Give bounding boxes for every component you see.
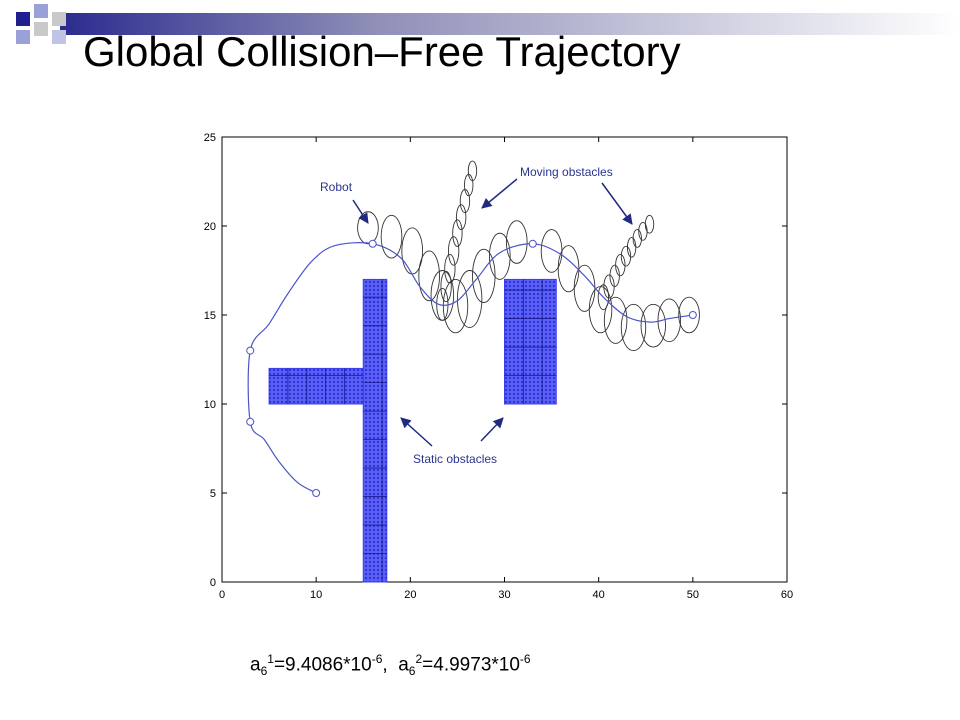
arrow-static-obstacle-left [400, 417, 433, 447]
static-obstacles [268, 278, 557, 583]
waypoint-marker [246, 346, 255, 355]
header-square-light [16, 30, 30, 44]
moving-obstacle-ellipse [440, 270, 452, 303]
slide-header-decoration [16, 4, 960, 44]
robot-ellipse [380, 214, 403, 259]
moving-obstacle-ellipse [620, 246, 632, 267]
formula-a2-sub: 6 [408, 664, 416, 679]
y-tick-label: 20 [204, 221, 216, 233]
x-tick-label: 20 [404, 589, 416, 601]
y-tick-label: 0 [210, 577, 216, 589]
robot-ellipse [472, 248, 496, 303]
y-tick-label: 10 [204, 399, 216, 411]
moving-obstacle-ellipse [644, 214, 655, 234]
waypoint-marker [246, 417, 255, 426]
formula-a1-exp: -6 [371, 652, 383, 666]
moving-obstacle-ellipse [448, 236, 460, 266]
x-tick-label: 60 [781, 589, 793, 601]
formula-a1-sup: 1 [267, 652, 274, 666]
moving-obstacle-ellipse [436, 287, 449, 321]
label-static-obstacles: Static obstacles [413, 452, 497, 466]
arrow-moving-obstacle-a [481, 178, 518, 209]
robot-ellipse [640, 303, 666, 348]
header-square-dark [16, 12, 30, 26]
header-gradient-band [60, 13, 960, 35]
formula-a1-value: =9.4086*10 [273, 654, 372, 676]
header-square-gray [52, 12, 66, 26]
header-square-gray [34, 22, 48, 36]
robot-ellipse [442, 278, 469, 334]
coefficient-formula: a61=9.4086*10-6, a62=4.9973*10-6 [250, 652, 531, 678]
formula-a2-base: a [398, 654, 409, 676]
robot-ellipse [456, 270, 483, 328]
static-obstacle [504, 278, 557, 405]
arrow-static-obstacle-right [480, 417, 504, 442]
arrow-robot [352, 199, 369, 224]
x-tick-label: 50 [687, 589, 699, 601]
robot-ellipse [488, 232, 511, 280]
axis-ticks: 0 10 20 30 40 50 60 0 5 10 15 20 25 [204, 132, 793, 601]
robot-ellipse [620, 303, 647, 352]
moving-obstacle-ellipse [452, 219, 463, 247]
formula-a2-exp: -6 [519, 652, 531, 666]
waypoint-marker [528, 239, 537, 248]
header-square-light [34, 4, 48, 18]
header-square-light [52, 30, 66, 44]
waypoint-marker [688, 311, 697, 319]
waypoint-marker [368, 239, 377, 248]
static-obstacle [362, 278, 388, 583]
y-tick-label: 15 [204, 310, 216, 322]
y-tick-label: 25 [204, 132, 216, 144]
slide-title: Global Collision–Free Trajectory [83, 28, 681, 75]
label-robot: Robot [320, 180, 353, 194]
moving-obstacle-ellipse [615, 254, 626, 277]
moving-obstacle-ellipse [444, 254, 456, 284]
formula-a1-base: a [250, 654, 261, 676]
label-moving-obstacles: Moving obstacles [520, 165, 613, 179]
formula-a2-sup: 2 [415, 652, 423, 666]
moving-obstacle-ellipse [456, 204, 467, 231]
moving-obstacle-ellipse [632, 229, 642, 248]
formula-separator: , [382, 654, 388, 676]
robot-ellipse [603, 296, 628, 344]
robot-ellipse [418, 250, 440, 302]
waypoint-marker [312, 489, 321, 497]
arrow-moving-obstacle-b [601, 182, 633, 225]
robot-ellipse [678, 296, 700, 334]
obstacle-ellipses [357, 160, 700, 352]
robot-ellipse [505, 220, 528, 264]
formula-a1-sub: 6 [260, 664, 268, 679]
robot-ellipse [657, 298, 682, 343]
x-tick-label: 40 [593, 589, 605, 601]
x-tick-label: 0 [219, 589, 225, 601]
formula-a2-value: =4.9973*10 [422, 654, 520, 676]
x-tick-label: 10 [310, 589, 322, 601]
y-tick-label: 5 [210, 488, 216, 500]
trajectory [246, 239, 697, 497]
static-obstacle [268, 367, 364, 405]
x-tick-label: 30 [498, 589, 510, 601]
moving-obstacle-ellipse [467, 160, 478, 182]
moving-obstacle-ellipse [597, 284, 610, 311]
robot-ellipse [357, 211, 379, 245]
